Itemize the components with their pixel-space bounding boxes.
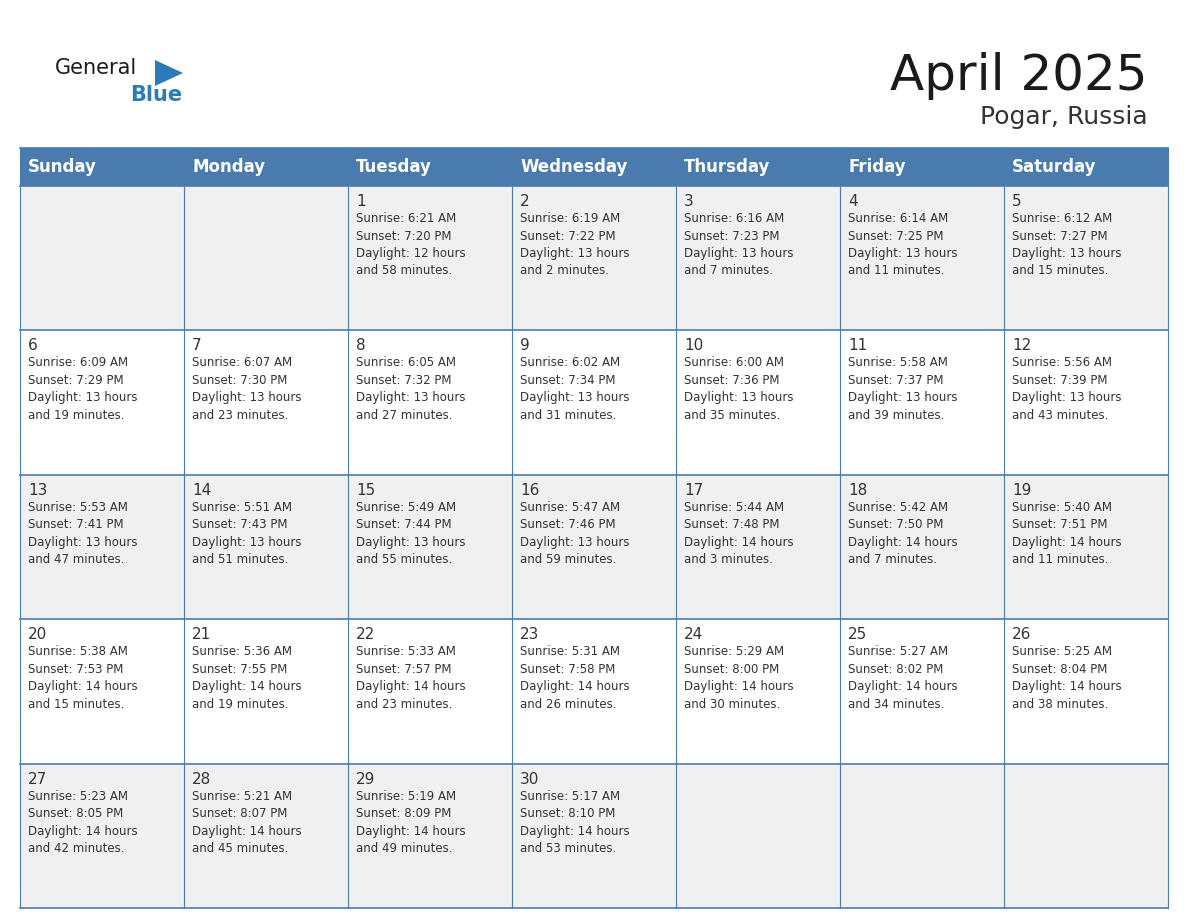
Text: General: General (55, 58, 138, 78)
Text: 23: 23 (520, 627, 539, 643)
Text: Sunrise: 6:21 AM
Sunset: 7:20 PM
Daylight: 12 hours
and 58 minutes.: Sunrise: 6:21 AM Sunset: 7:20 PM Dayligh… (356, 212, 466, 277)
Text: 5: 5 (1012, 194, 1022, 209)
Text: 26: 26 (1012, 627, 1031, 643)
Text: 28: 28 (192, 772, 211, 787)
Text: 16: 16 (520, 483, 539, 498)
Text: Sunrise: 5:27 AM
Sunset: 8:02 PM
Daylight: 14 hours
and 34 minutes.: Sunrise: 5:27 AM Sunset: 8:02 PM Dayligh… (848, 645, 958, 711)
Text: 19: 19 (1012, 483, 1031, 498)
Text: 10: 10 (684, 339, 703, 353)
Text: Sunrise: 5:58 AM
Sunset: 7:37 PM
Daylight: 13 hours
and 39 minutes.: Sunrise: 5:58 AM Sunset: 7:37 PM Dayligh… (848, 356, 958, 422)
Text: Wednesday: Wednesday (520, 158, 627, 176)
Text: 2: 2 (520, 194, 530, 209)
Polygon shape (154, 60, 183, 86)
Text: Sunrise: 6:07 AM
Sunset: 7:30 PM
Daylight: 13 hours
and 23 minutes.: Sunrise: 6:07 AM Sunset: 7:30 PM Dayligh… (192, 356, 302, 422)
Text: Sunday: Sunday (29, 158, 97, 176)
Text: 15: 15 (356, 483, 375, 498)
Text: Sunrise: 6:12 AM
Sunset: 7:27 PM
Daylight: 13 hours
and 15 minutes.: Sunrise: 6:12 AM Sunset: 7:27 PM Dayligh… (1012, 212, 1121, 277)
Text: Tuesday: Tuesday (356, 158, 432, 176)
Text: Sunrise: 5:56 AM
Sunset: 7:39 PM
Daylight: 13 hours
and 43 minutes.: Sunrise: 5:56 AM Sunset: 7:39 PM Dayligh… (1012, 356, 1121, 422)
Bar (20, 620, 1168, 764)
Text: Friday: Friday (848, 158, 905, 176)
Text: 13: 13 (29, 483, 48, 498)
Text: Sunrise: 6:14 AM
Sunset: 7:25 PM
Daylight: 13 hours
and 11 minutes.: Sunrise: 6:14 AM Sunset: 7:25 PM Dayligh… (848, 212, 958, 277)
Text: 9: 9 (520, 339, 530, 353)
Text: 3: 3 (684, 194, 694, 209)
Text: Sunrise: 5:40 AM
Sunset: 7:51 PM
Daylight: 14 hours
and 11 minutes.: Sunrise: 5:40 AM Sunset: 7:51 PM Dayligh… (1012, 501, 1121, 566)
Bar (20, 148, 1168, 186)
Text: 14: 14 (192, 483, 211, 498)
Text: Pogar, Russia: Pogar, Russia (980, 105, 1148, 129)
Text: Sunrise: 5:23 AM
Sunset: 8:05 PM
Daylight: 14 hours
and 42 minutes.: Sunrise: 5:23 AM Sunset: 8:05 PM Dayligh… (29, 789, 138, 855)
Text: 27: 27 (29, 772, 48, 787)
Text: 20: 20 (29, 627, 48, 643)
Text: Blue: Blue (129, 85, 182, 105)
Text: 18: 18 (848, 483, 867, 498)
Text: 1: 1 (356, 194, 366, 209)
Bar (20, 186, 1168, 330)
Text: Sunrise: 5:29 AM
Sunset: 8:00 PM
Daylight: 14 hours
and 30 minutes.: Sunrise: 5:29 AM Sunset: 8:00 PM Dayligh… (684, 645, 794, 711)
Text: Sunrise: 6:16 AM
Sunset: 7:23 PM
Daylight: 13 hours
and 7 minutes.: Sunrise: 6:16 AM Sunset: 7:23 PM Dayligh… (684, 212, 794, 277)
Text: Sunrise: 5:51 AM
Sunset: 7:43 PM
Daylight: 13 hours
and 51 minutes.: Sunrise: 5:51 AM Sunset: 7:43 PM Dayligh… (192, 501, 302, 566)
Text: Sunrise: 6:02 AM
Sunset: 7:34 PM
Daylight: 13 hours
and 31 minutes.: Sunrise: 6:02 AM Sunset: 7:34 PM Dayligh… (520, 356, 630, 422)
Text: 29: 29 (356, 772, 375, 787)
Text: 17: 17 (684, 483, 703, 498)
Text: 4: 4 (848, 194, 858, 209)
Text: Sunrise: 5:19 AM
Sunset: 8:09 PM
Daylight: 14 hours
and 49 minutes.: Sunrise: 5:19 AM Sunset: 8:09 PM Dayligh… (356, 789, 466, 855)
Text: Sunrise: 5:25 AM
Sunset: 8:04 PM
Daylight: 14 hours
and 38 minutes.: Sunrise: 5:25 AM Sunset: 8:04 PM Dayligh… (1012, 645, 1121, 711)
Text: 30: 30 (520, 772, 539, 787)
Text: Sunrise: 5:38 AM
Sunset: 7:53 PM
Daylight: 14 hours
and 15 minutes.: Sunrise: 5:38 AM Sunset: 7:53 PM Dayligh… (29, 645, 138, 711)
Text: Sunrise: 5:31 AM
Sunset: 7:58 PM
Daylight: 14 hours
and 26 minutes.: Sunrise: 5:31 AM Sunset: 7:58 PM Dayligh… (520, 645, 630, 711)
Bar (20, 330, 1168, 475)
Text: Sunrise: 6:19 AM
Sunset: 7:22 PM
Daylight: 13 hours
and 2 minutes.: Sunrise: 6:19 AM Sunset: 7:22 PM Dayligh… (520, 212, 630, 277)
Text: Sunrise: 5:53 AM
Sunset: 7:41 PM
Daylight: 13 hours
and 47 minutes.: Sunrise: 5:53 AM Sunset: 7:41 PM Dayligh… (29, 501, 138, 566)
Text: 24: 24 (684, 627, 703, 643)
Text: Sunrise: 6:05 AM
Sunset: 7:32 PM
Daylight: 13 hours
and 27 minutes.: Sunrise: 6:05 AM Sunset: 7:32 PM Dayligh… (356, 356, 466, 422)
Text: Sunrise: 5:47 AM
Sunset: 7:46 PM
Daylight: 13 hours
and 59 minutes.: Sunrise: 5:47 AM Sunset: 7:46 PM Dayligh… (520, 501, 630, 566)
Text: Sunrise: 6:09 AM
Sunset: 7:29 PM
Daylight: 13 hours
and 19 minutes.: Sunrise: 6:09 AM Sunset: 7:29 PM Dayligh… (29, 356, 138, 422)
Text: Sunrise: 6:00 AM
Sunset: 7:36 PM
Daylight: 13 hours
and 35 minutes.: Sunrise: 6:00 AM Sunset: 7:36 PM Dayligh… (684, 356, 794, 422)
Text: 12: 12 (1012, 339, 1031, 353)
Text: 25: 25 (848, 627, 867, 643)
Text: 6: 6 (29, 339, 38, 353)
Text: Sunrise: 5:21 AM
Sunset: 8:07 PM
Daylight: 14 hours
and 45 minutes.: Sunrise: 5:21 AM Sunset: 8:07 PM Dayligh… (192, 789, 302, 855)
Text: Sunrise: 5:17 AM
Sunset: 8:10 PM
Daylight: 14 hours
and 53 minutes.: Sunrise: 5:17 AM Sunset: 8:10 PM Dayligh… (520, 789, 630, 855)
Text: 22: 22 (356, 627, 375, 643)
Text: April 2025: April 2025 (891, 52, 1148, 100)
Text: Sunrise: 5:49 AM
Sunset: 7:44 PM
Daylight: 13 hours
and 55 minutes.: Sunrise: 5:49 AM Sunset: 7:44 PM Dayligh… (356, 501, 466, 566)
Text: Sunrise: 5:33 AM
Sunset: 7:57 PM
Daylight: 14 hours
and 23 minutes.: Sunrise: 5:33 AM Sunset: 7:57 PM Dayligh… (356, 645, 466, 711)
Text: 11: 11 (848, 339, 867, 353)
Text: Sunrise: 5:36 AM
Sunset: 7:55 PM
Daylight: 14 hours
and 19 minutes.: Sunrise: 5:36 AM Sunset: 7:55 PM Dayligh… (192, 645, 302, 711)
Bar (20, 764, 1168, 908)
Text: Sunrise: 5:44 AM
Sunset: 7:48 PM
Daylight: 14 hours
and 3 minutes.: Sunrise: 5:44 AM Sunset: 7:48 PM Dayligh… (684, 501, 794, 566)
Text: 21: 21 (192, 627, 211, 643)
Bar (20, 475, 1168, 620)
Text: Saturday: Saturday (1012, 158, 1097, 176)
Text: 7: 7 (192, 339, 202, 353)
Text: Thursday: Thursday (684, 158, 771, 176)
Text: Monday: Monday (192, 158, 265, 176)
Text: Sunrise: 5:42 AM
Sunset: 7:50 PM
Daylight: 14 hours
and 7 minutes.: Sunrise: 5:42 AM Sunset: 7:50 PM Dayligh… (848, 501, 958, 566)
Text: 8: 8 (356, 339, 366, 353)
